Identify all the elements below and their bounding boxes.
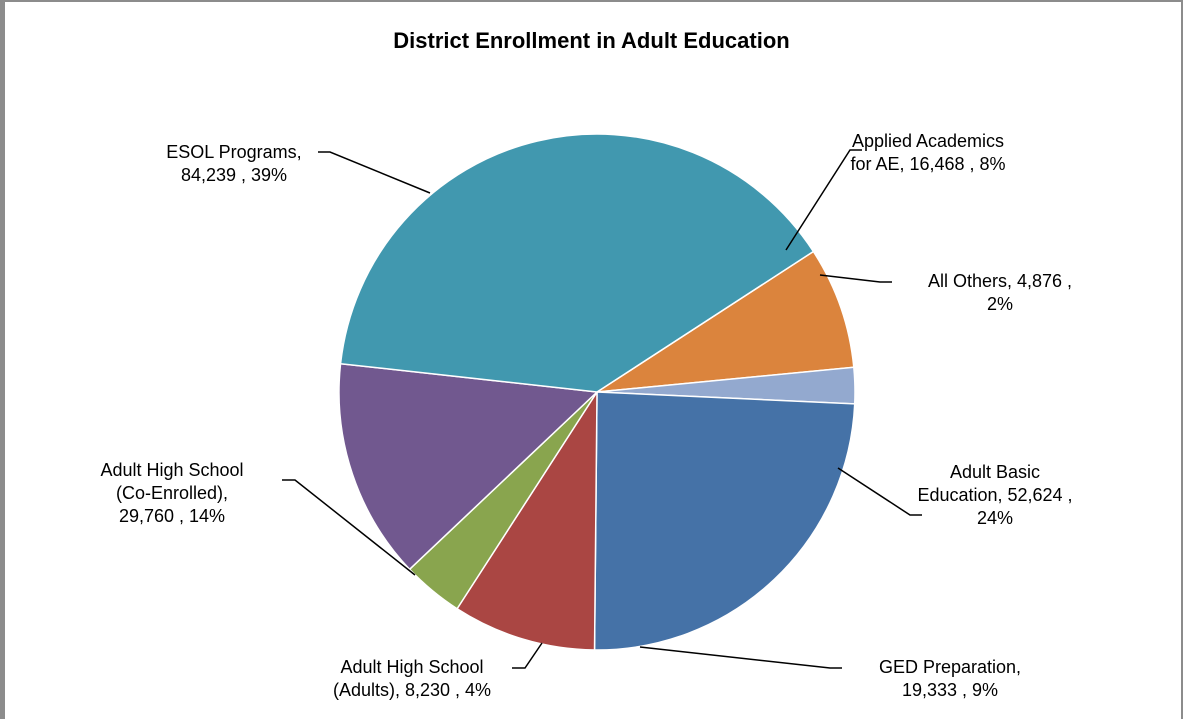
leader-line-0 — [785, 149, 862, 251]
data-label-line: Adult High School — [100, 460, 243, 480]
data-label-3: GED Preparation, 19,333 , 9% — [879, 657, 1021, 700]
data-label-0: Applied Academics for AE, 16,468 , 8% — [850, 131, 1005, 174]
pie-slice-6 — [339, 133, 815, 393]
data-label-5: Adult High School (Co-Enrolled), 29,760 , … — [100, 460, 243, 526]
data-label-line: 2% — [987, 294, 1013, 314]
data-label-line: Applied Academics — [852, 131, 1004, 151]
leader-line-6 — [318, 151, 431, 194]
data-label-line: Adult Basic — [950, 462, 1040, 482]
data-label-1: All Others, 4,876 , 2% — [928, 271, 1072, 314]
data-label-line: All Others, 4,876 , — [928, 271, 1072, 291]
pie-slice-3 — [456, 389, 598, 651]
data-label-line: (Co-Enrolled), — [116, 483, 228, 503]
data-label-line: (Adults), 8,230 , 4% — [333, 680, 491, 700]
leader-line-1 — [819, 274, 892, 283]
pie-slice-5 — [338, 362, 599, 571]
leader-line-3 — [639, 646, 842, 669]
data-label-4: Adult High School (Adults), 8,230 , 4% — [333, 657, 491, 700]
data-label-line: ESOL Programs, — [166, 142, 301, 162]
leader-line-4 — [512, 642, 543, 669]
data-label-line: Adult High School — [340, 657, 483, 677]
pie-slice-2 — [593, 391, 856, 651]
data-label-line: for AE, 16,468 , 8% — [850, 154, 1005, 174]
data-label-line: Education, 52,624 , — [917, 485, 1072, 505]
pie-slice-0 — [596, 250, 855, 393]
data-label-line: 84,239 , 39% — [181, 165, 287, 185]
leader-line-5 — [282, 479, 416, 576]
data-label-line: 19,333 , 9% — [902, 680, 998, 700]
data-label-6: ESOL Programs, 84,239 , 39% — [166, 142, 301, 185]
data-label-2: Adult Basic Education, 52,624 , 24% — [917, 462, 1072, 528]
data-label-line: GED Preparation, — [879, 657, 1021, 677]
data-label-line: 29,760 , 14% — [119, 506, 225, 526]
data-label-line: 24% — [977, 508, 1013, 528]
leader-line-2 — [837, 467, 922, 516]
chart-title: District Enrollment in Adult Education — [393, 28, 790, 53]
